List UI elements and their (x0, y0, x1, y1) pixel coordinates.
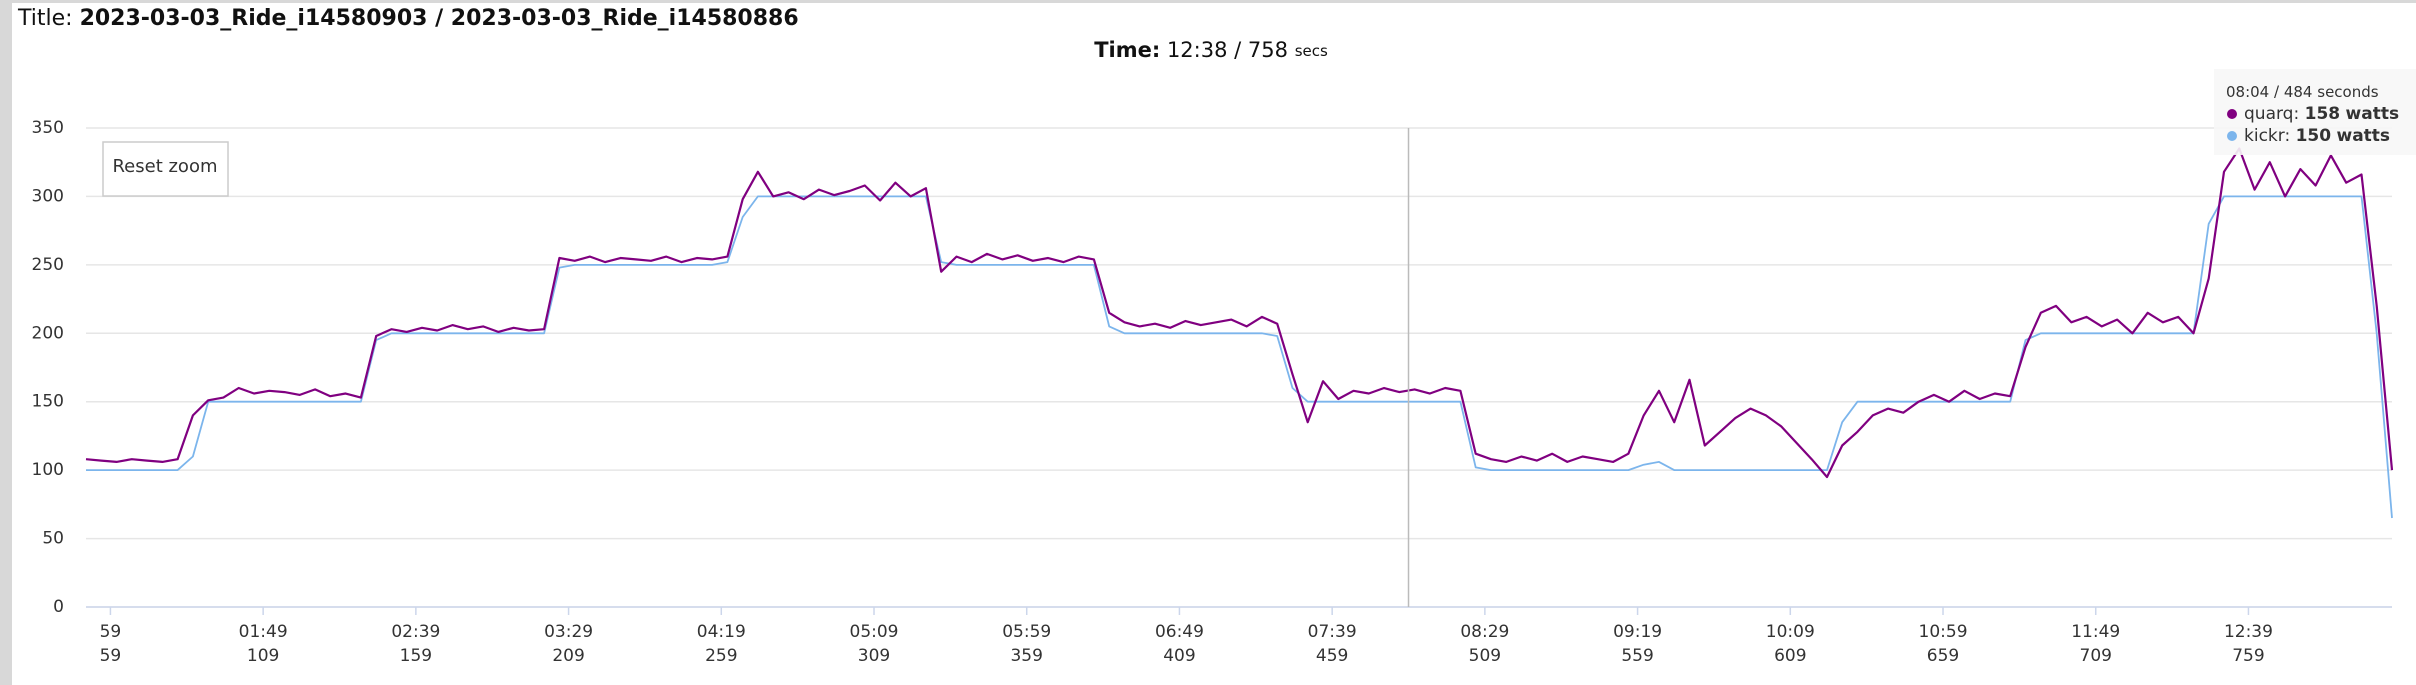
tooltip-clock: 08:04 (2226, 83, 2269, 101)
x-tick-seconds: 709 (2080, 646, 2112, 666)
reset-zoom-label[interactable]: Reset zoom (112, 156, 217, 177)
x-tick-label: 01:49 (239, 622, 288, 642)
x-tick-seconds: 159 (400, 646, 432, 666)
title-text: 2023-03-03_Ride_i14580903 / 2023-03-03_R… (80, 6, 799, 31)
tooltip-item: quarq: 158 watts (2244, 104, 2399, 124)
x-tick-seconds: 309 (858, 646, 890, 666)
reset-zoom-button[interactable] (102, 141, 229, 197)
x-tick-seconds: 359 (1010, 646, 1042, 666)
plot: 0 50 100 150 200 250 300 350 59 59 01:49 109 02:39 15… (32, 118, 2394, 666)
x-tick-seconds: 559 (1621, 646, 1653, 666)
y-tick-label: 200 (32, 323, 64, 343)
x-tick-label: 02:39 (391, 622, 440, 642)
tooltip-seconds-unit: seconds (2317, 83, 2378, 101)
x-tick-seconds: 609 (1774, 646, 1806, 666)
x-tick-seconds: 209 (552, 646, 584, 666)
tooltip-box (2214, 69, 2416, 155)
panel (12, 3, 2416, 685)
time-seconds: 758 (1248, 38, 1288, 62)
x-tick-seconds: 259 (705, 646, 737, 666)
time-unit: secs (1295, 42, 1328, 60)
x-tick-seconds: 109 (247, 646, 279, 666)
x-tick-label: 09:19 (1613, 622, 1662, 642)
x-tick-label: 10:59 (1919, 622, 1968, 642)
tooltip-series: kickr (2244, 126, 2285, 146)
x-tick-label: 06:49 (1155, 622, 1204, 642)
tooltip-unit: watts (2337, 126, 2391, 146)
x-tick-label: 05:09 (850, 622, 899, 642)
x-tick-label: 12:39 (2224, 622, 2273, 642)
x-tick-label: 05:59 (1002, 622, 1051, 642)
series-line (86, 195, 2393, 519)
x-tick-seconds: 659 (1927, 646, 1959, 666)
x-tick-label: 08:29 (1460, 622, 1509, 642)
y-tick-label: 50 (42, 529, 64, 549)
tooltip-marker (2227, 131, 2237, 141)
x-tick-label: 10:09 (1766, 622, 1815, 642)
series-line (85, 147, 2394, 479)
x-tick-label: 07:39 (1308, 622, 1357, 642)
tooltip: 08:04 / 484 seconds quarq: 158 wattskick… (2214, 69, 2416, 155)
tooltip-marker (2227, 109, 2237, 119)
x-tick-seconds: 409 (1163, 646, 1195, 666)
title-label: Title: (17, 6, 73, 31)
x-tick-seconds: 509 (1469, 646, 1501, 666)
y-tick-label: 0 (53, 597, 64, 617)
y-tick-label: 150 (32, 392, 64, 412)
y-tick-label: 100 (32, 460, 64, 480)
tooltip-unit: watts (2346, 104, 2400, 124)
tooltip-series: quarq (2244, 104, 2293, 124)
tooltip-header: 08:04 / 484 seconds (2226, 83, 2379, 101)
time: Time: 12:38 / 758 secs (1094, 38, 1328, 62)
time-clock: 12:38 (1167, 38, 1228, 62)
title: Title: 2023-03-03_Ride_i14580903 / 2023-… (17, 6, 799, 31)
y-tick-label: 300 (32, 186, 64, 206)
tooltip-seconds: 484 (2284, 83, 2313, 101)
time-label: Time: (1094, 38, 1160, 62)
tooltip-value: 158 (2305, 104, 2341, 124)
x-tick-seconds: 59 (100, 646, 122, 666)
tooltip-item: kickr: 150 watts (2244, 126, 2390, 146)
x-tick-seconds: 459 (1316, 646, 1348, 666)
y-tick-label: 250 (32, 255, 64, 275)
x-tick-label: 03:29 (544, 622, 593, 642)
x-tick-label: 11:49 (2071, 622, 2120, 642)
y-tick-label: 350 (32, 118, 64, 138)
x-tick-label: 59 (100, 622, 122, 642)
x-tick-seconds: 759 (2232, 646, 2264, 666)
tooltip-value: 150 (2296, 126, 2332, 146)
x-tick-label: 04:19 (697, 622, 746, 642)
